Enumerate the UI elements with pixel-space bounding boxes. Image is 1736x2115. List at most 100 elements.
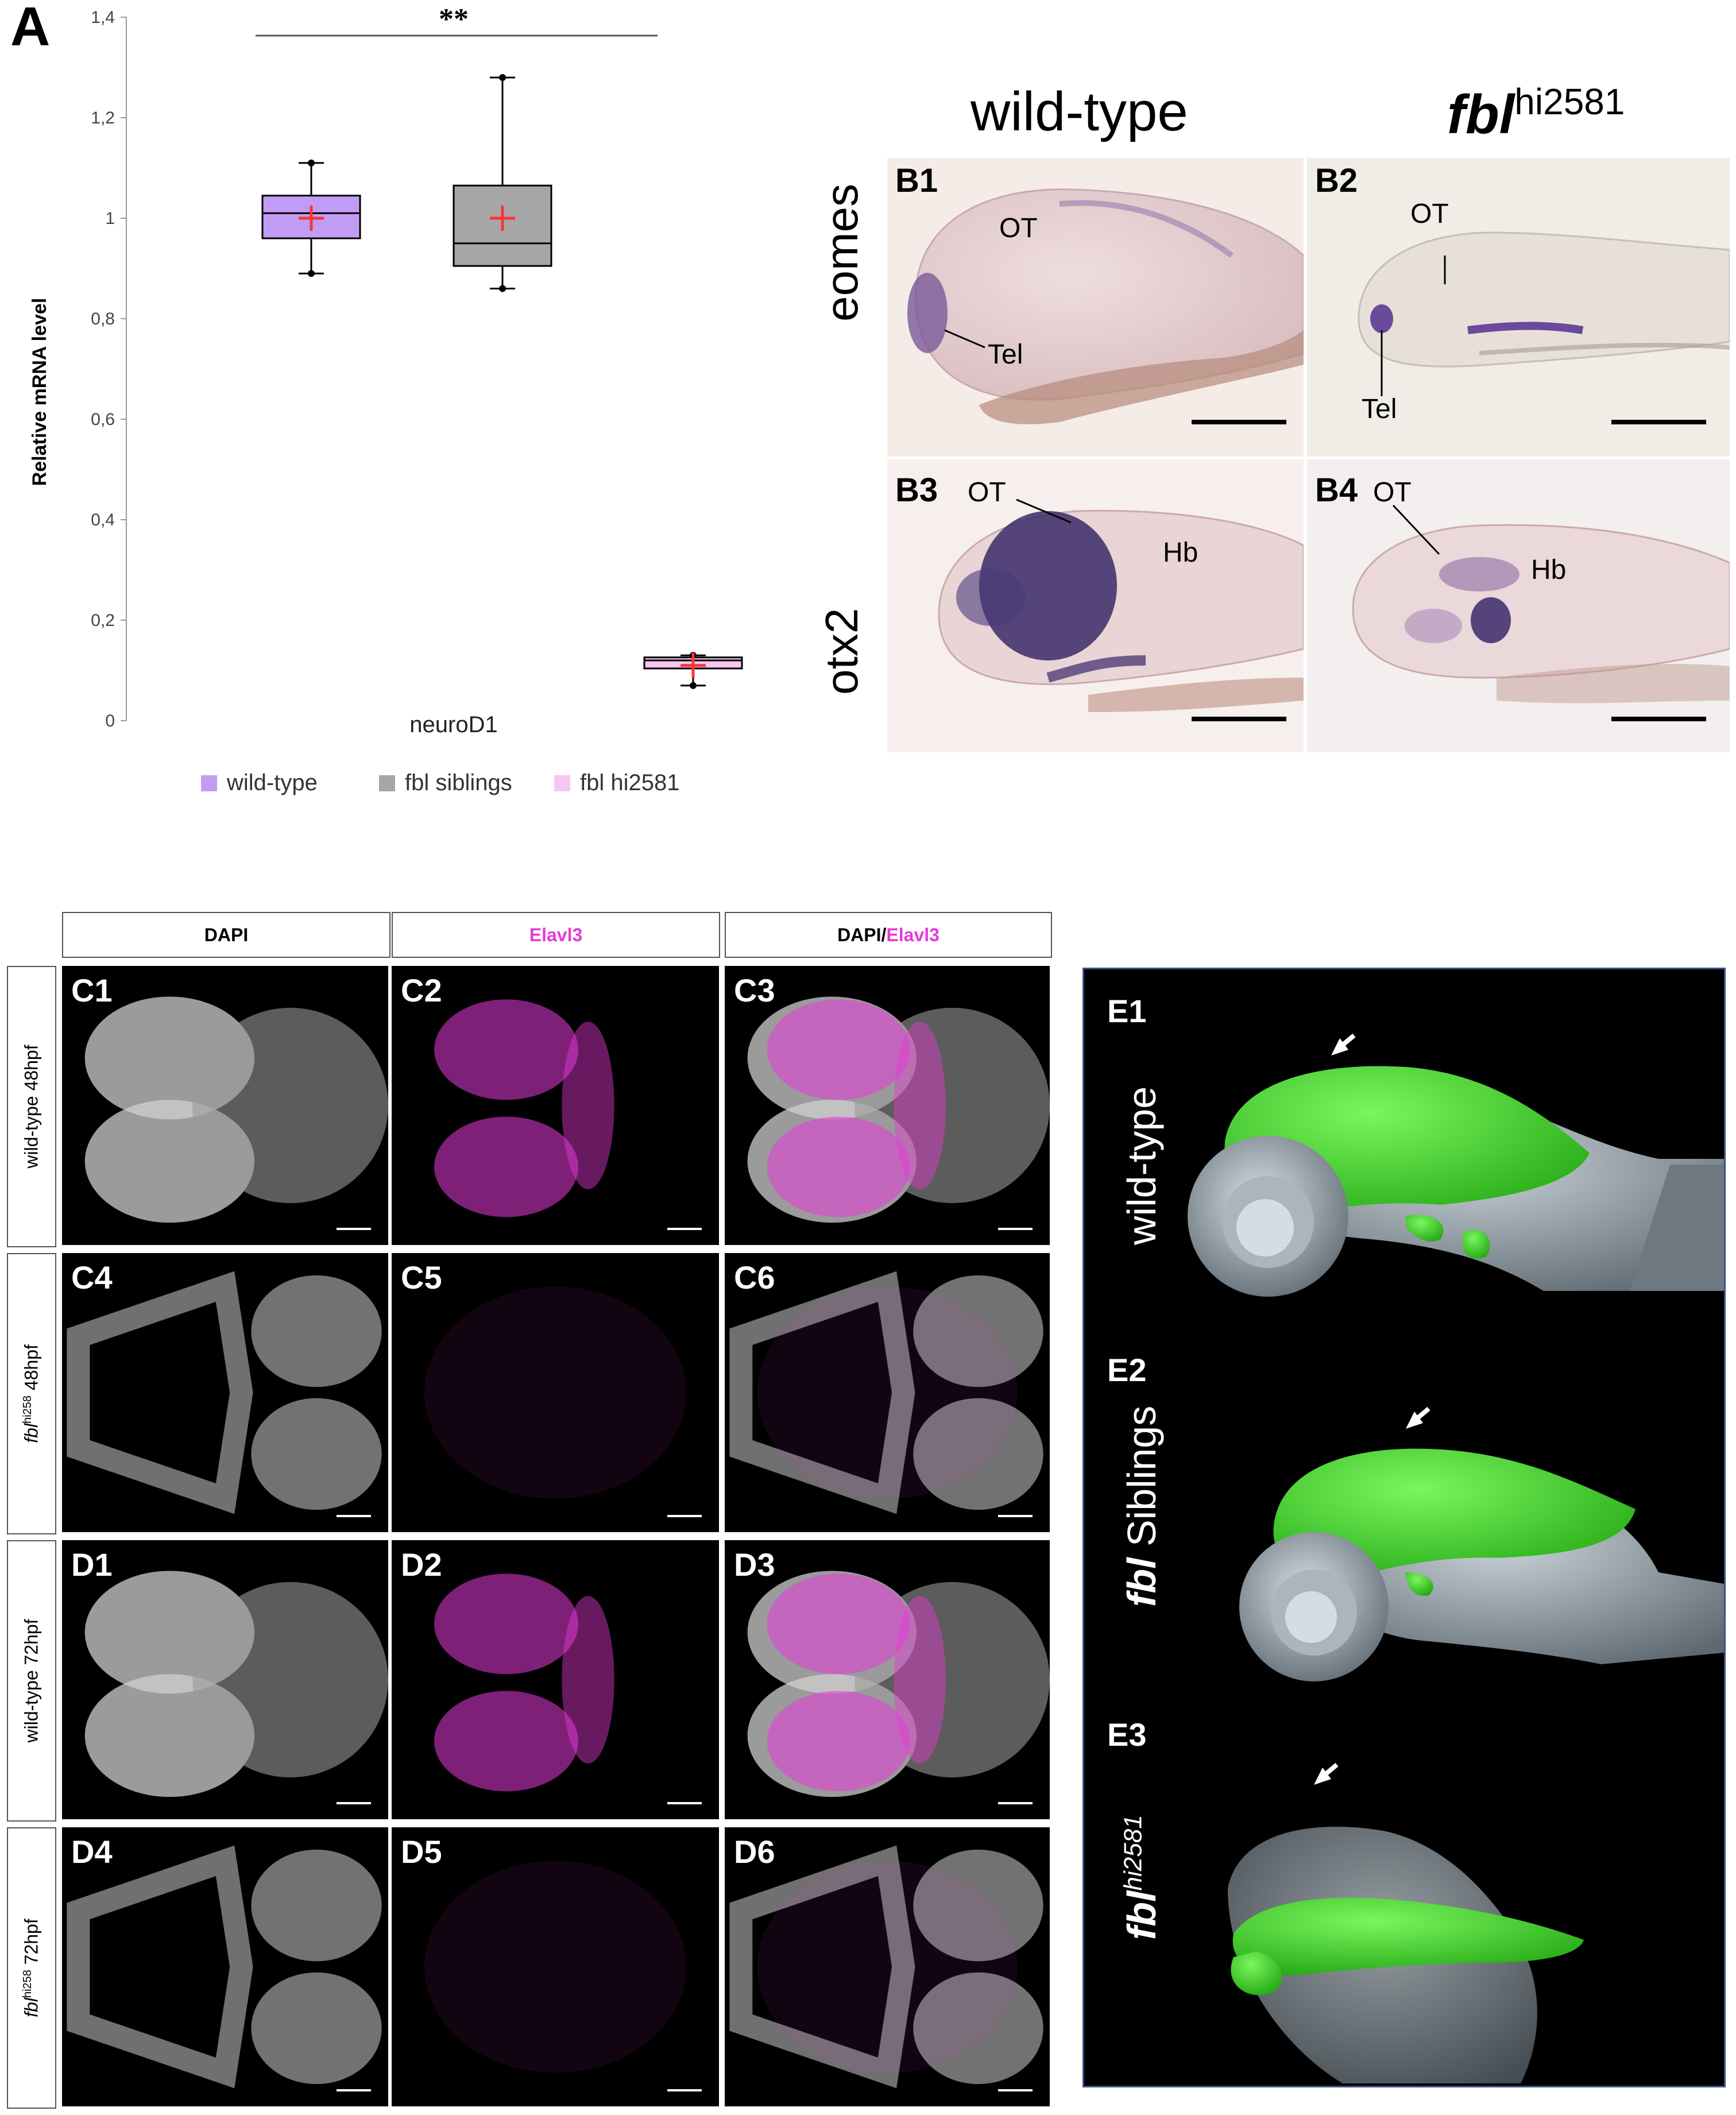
render-label-e2-italic: fbl <box>1119 1557 1164 1607</box>
col-title-wild-type: wild-type <box>971 81 1188 142</box>
confocal-svg-c6 <box>729 1271 1043 1517</box>
label-ot-b3: OT <box>968 477 1006 508</box>
point-min-1 <box>499 285 506 292</box>
label-e2: E2 <box>1107 1352 1147 1388</box>
label-c1: C1 <box>71 972 113 1008</box>
render-label-e2-rest: Siblings <box>1119 1405 1164 1558</box>
ish-image-b4: B4 OT Hb <box>1307 459 1730 752</box>
row-label-fbl-72-text: fblhi258 72hpf <box>21 1919 42 2017</box>
label-b2: B2 <box>1315 162 1358 199</box>
legend-swatch-0 <box>201 775 217 791</box>
confocal-tile-d1: D1 <box>62 1540 388 1819</box>
point-min-0 <box>308 270 315 277</box>
label-d4: D4 <box>71 1834 113 1870</box>
significance-stars: ** <box>439 3 469 36</box>
label-tel-b1: Tel <box>988 339 1023 370</box>
row-label-fbl-48-sup: hi258 <box>21 1395 34 1424</box>
header-merge-dapi: DAPI/ <box>837 925 887 945</box>
label-b3: B3 <box>895 471 938 509</box>
label-c6: C6 <box>734 1259 775 1296</box>
render-label-e3-sup: hi2581 <box>1119 1815 1147 1891</box>
render-e1 <box>1188 1033 1724 1297</box>
col-title-fbl: fblhi2581 <box>1447 80 1625 146</box>
ish-embryo-b3 <box>938 498 1304 721</box>
boxplot-chart: 0 0,2 0,4 0,6 0,8 1 1,2 1,4 Relative mRNA level n… <box>29 3 743 795</box>
header-elavl3: Elavl3 <box>392 912 720 958</box>
row-label-eomes: eomes <box>816 183 867 322</box>
confocal-tile-d2: D2 <box>392 1540 719 1819</box>
ish-image-b3: B3 OT Hb <box>887 459 1304 752</box>
confocal-tile-c3: C3 <box>725 966 1050 1245</box>
panel-e-svg <box>1188 1033 1724 2083</box>
row-label-wt-72-text: wild-type 72hpf <box>21 1619 42 1743</box>
row-label-otx2: otx2 <box>816 608 867 695</box>
legend-swatch-1 <box>379 775 395 791</box>
label-tel-b2: Tel <box>1362 394 1397 424</box>
confocal-tile-d3: D3 <box>725 1540 1050 1819</box>
row-label-fbl-72-italic: fbl <box>21 1998 42 2017</box>
render-label-e1: wild-type <box>1119 1086 1164 1245</box>
x-axis-label: neuroD1 <box>409 712 497 737</box>
label-e3: E3 <box>1107 1716 1147 1753</box>
label-e1: E1 <box>1107 993 1147 1029</box>
confocal-tile-d4: D4 <box>62 1827 388 2106</box>
render-label-e3-italic: fbl <box>1119 1890 1164 1940</box>
label-b4: B4 <box>1315 471 1358 509</box>
render-label-e3: fblhi2581 <box>1119 1815 1165 1940</box>
row-label-fbl-72: fblhi258 72hpf <box>7 1827 56 2109</box>
col-title-fbl-sup: hi2581 <box>1514 81 1625 122</box>
label-d3: D3 <box>734 1546 775 1583</box>
label-ot-b4: OT <box>1373 477 1412 508</box>
row-label-wt-48: wild-type 48hpf <box>7 966 56 1247</box>
legend-entry-1: fbl siblings <box>405 770 512 795</box>
y-tick-label-6: 1,2 <box>91 109 115 127</box>
row-label-fbl-72-sup: hi258 <box>21 1970 34 1998</box>
header-merge: DAPI/Elavl3 <box>725 912 1052 958</box>
col-title-fbl-italic: fbl <box>1447 84 1515 145</box>
legend-entry-0: wild-type <box>226 770 318 795</box>
confocal-svg-d1 <box>84 1571 388 1804</box>
ish-embryo-b1 <box>907 188 1304 424</box>
row-label-fbl-48-rest: 48hpf <box>21 1344 42 1396</box>
label-c5: C5 <box>401 1259 442 1296</box>
ish-embryo-b4 <box>1352 504 1730 721</box>
confocal-tile-d5: D5 <box>392 1827 719 2106</box>
label-ot-b2: OT <box>1410 199 1449 229</box>
render-label-e2: fbl Siblings <box>1119 1406 1165 1607</box>
label-b1: B1 <box>895 162 938 199</box>
y-tick-label-3: 0,6 <box>91 410 115 429</box>
label-hb-b3: Hb <box>1163 538 1198 568</box>
header-dapi: DAPI <box>62 912 390 958</box>
legend-entry-2: fbl hi2581 <box>580 770 679 795</box>
ish-embryo-b2 <box>1358 231 1730 424</box>
row-label-wt-72: wild-type 72hpf <box>7 1540 56 1822</box>
label-hb-b4: Hb <box>1531 555 1567 585</box>
y-tick-label-5: 1 <box>105 209 115 228</box>
label-c2: C2 <box>401 972 442 1008</box>
confocal-tile-d6: D6 <box>725 1827 1050 2106</box>
label-d2: D2 <box>401 1546 442 1583</box>
header-merge-elavl3: Elavl3 <box>886 925 939 945</box>
confocal-svg-d2 <box>434 1573 702 1804</box>
ish-image-b2: B2 OT Tel <box>1307 158 1730 457</box>
y-tick-label-2: 0,4 <box>91 511 115 529</box>
label-d5: D5 <box>401 1834 442 1870</box>
row-label-fbl-48-text: fblhi258 48hpf <box>21 1344 42 1443</box>
row-label-wt-48-text: wild-type 48hpf <box>21 1045 42 1169</box>
legend-swatch-2 <box>554 775 570 791</box>
confocal-svg-d5 <box>424 1861 702 2091</box>
row-label-fbl-72-rest: 72hpf <box>21 1919 42 1970</box>
row-label-fbl-48-italic: fbl <box>21 1424 42 1443</box>
confocal-svg-c5 <box>424 1286 702 1517</box>
point-max-1 <box>499 74 506 81</box>
panel-e-render: E1 E2 E3 wild-type fbl Siblings fblhi258… <box>1082 968 1726 2087</box>
confocal-svg-c3 <box>747 996 1050 1230</box>
ish-image-b1: B1 OT Tel <box>887 158 1304 457</box>
render-e3 <box>1228 1762 1584 2083</box>
confocal-tile-c1: C1 <box>62 966 388 1245</box>
confocal-svg-d4 <box>67 1845 382 2091</box>
panel-a-letter: A <box>10 0 51 57</box>
y-tick-label-1: 0,2 <box>91 611 115 630</box>
label-ot-b1: OT <box>999 213 1038 243</box>
y-tick-label-0: 0 <box>105 712 115 730</box>
